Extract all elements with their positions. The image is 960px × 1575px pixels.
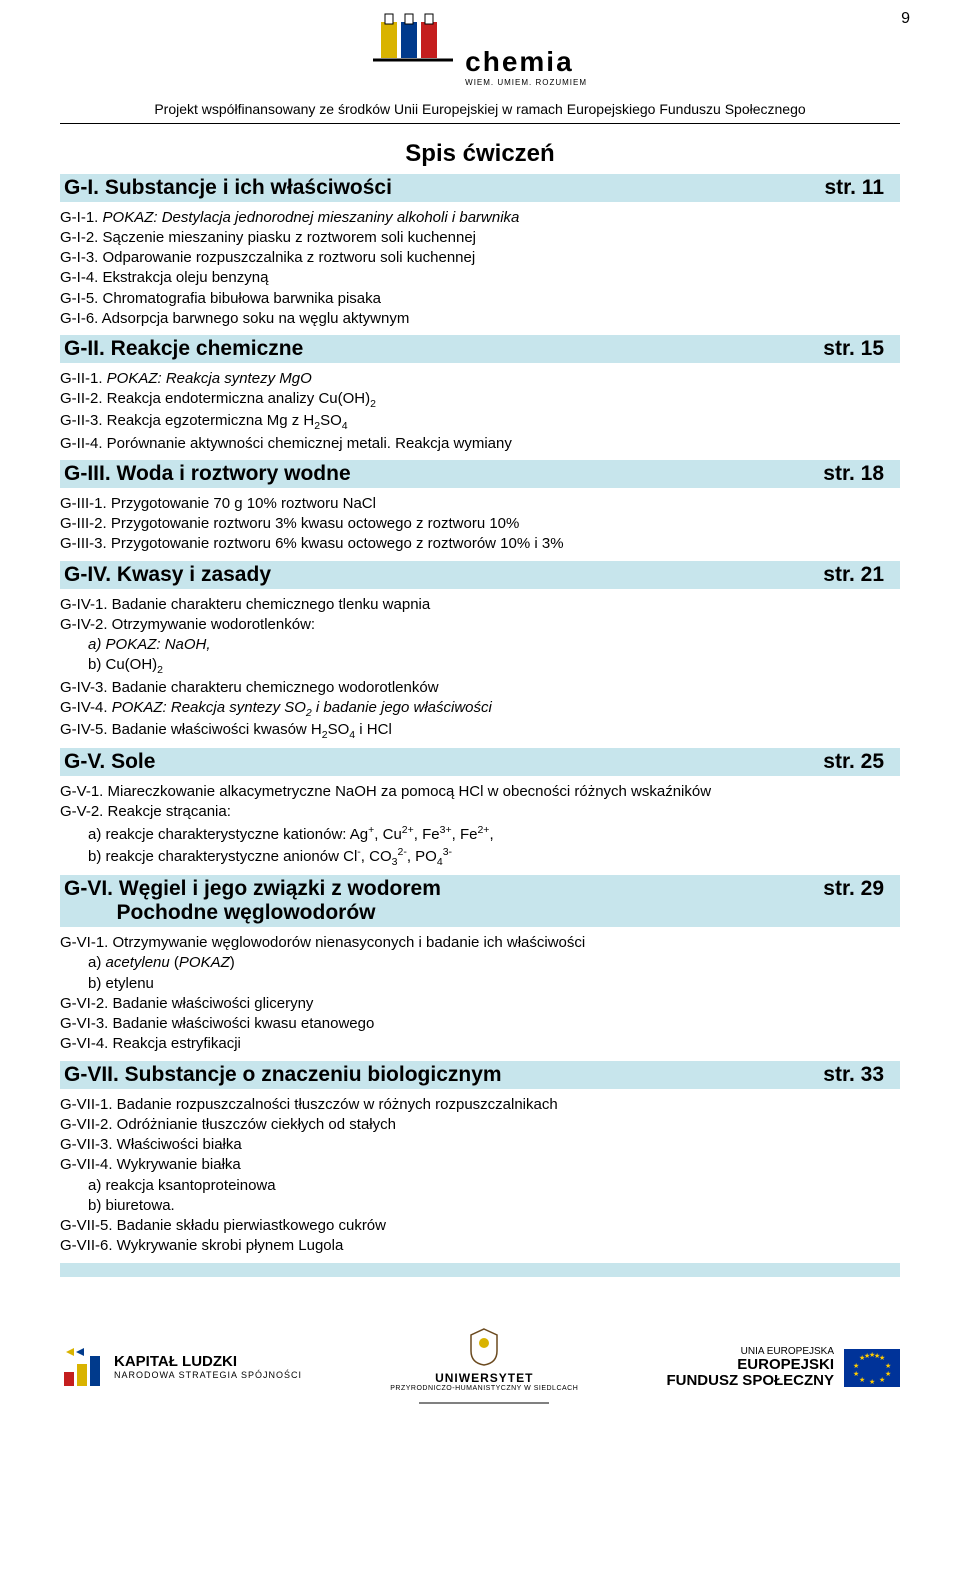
section-items: G-VI-1. Otrzymywanie węglowodorów nienas… <box>60 927 900 1059</box>
toc-item: G-IV-3. Badanie charakteru chemicznego w… <box>60 678 900 698</box>
kapital-logo-icon <box>60 1346 104 1390</box>
toc-item: b) reakcje charakterystyczne anionów Cl-… <box>60 845 900 869</box>
section-heading: G-III. Woda i roztwory wodne str. 18 <box>60 460 900 488</box>
section-title: G-II. Reakcje chemiczne <box>64 337 303 361</box>
toc-item: G-I-5. Chromatografia bibułowa barwnika … <box>60 289 900 309</box>
section-page: str. 25 <box>823 750 896 774</box>
section-spacer <box>60 1263 900 1277</box>
eu-line2: FUNDUSZ SPOŁECZNY <box>666 1373 834 1390</box>
brand-subtitle: WIEM. UMIEM. ROZUMIEM <box>465 78 587 87</box>
toc-item: G-VII-4. Wykrywanie białka <box>60 1155 900 1175</box>
chemia-logo-icon <box>373 12 453 70</box>
toc-item: G-VI-3. Badanie właściwości kwasu etanow… <box>60 1014 900 1034</box>
toc-item: G-IV-2. Otrzymywanie wodorotlenków: <box>60 615 900 635</box>
section-title: G-V. Sole <box>64 750 155 774</box>
section-items: G-II-1. POKAZ: Reakcja syntezy MgOG-II-2… <box>60 363 900 458</box>
section-title: G-VII. Substancje o znaczeniu biologiczn… <box>64 1063 502 1087</box>
footer-university: UNIWERSYTET PRZYRODNICZO-HUMANISTYCZNY W… <box>390 1327 578 1409</box>
page-number: 9 <box>901 10 910 28</box>
section-items: G-V-1. Miareczkowanie alkacymetryczne Na… <box>60 776 900 873</box>
section-title: G-VI. Węgiel i jego związki z wodorem Po… <box>64 877 441 925</box>
section-heading: G-I. Substancje i ich właściwości str. 11 <box>60 174 900 202</box>
toc-title: Spis ćwiczeń <box>60 134 900 172</box>
toc-item: b) biuretowa. <box>60 1196 900 1216</box>
toc-item: G-I-4. Ekstrakcja oleju benzyną <box>60 268 900 288</box>
toc-item: G-I-1. POKAZ: Destylacja jednorodnej mie… <box>60 208 900 228</box>
section-title: G-III. Woda i roztwory wodne <box>64 462 351 486</box>
toc-item: G-VII-3. Właściwości białka <box>60 1135 900 1155</box>
section-heading: G-VII. Substancje o znaczeniu biologiczn… <box>60 1061 900 1089</box>
section-heading: G-VI. Węgiel i jego związki z wodorem Po… <box>60 875 900 927</box>
section-items: G-I-1. POKAZ: Destylacja jednorodnej mie… <box>60 202 900 334</box>
toc-item: G-IV-1. Badanie charakteru chemicznego t… <box>60 595 900 615</box>
toc-item: G-III-3. Przygotowanie roztworu 6% kwasu… <box>60 534 900 554</box>
eu-flag-icon: ★ ★ ★ ★ ★ ★ ★ ★ ★ ★ ★ ★ <box>844 1349 900 1387</box>
toc-item: G-VII-2. Odróżnianie tłuszczów ciekłych … <box>60 1115 900 1135</box>
toc-item: G-II-2. Reakcja endotermiczna analizy Cu… <box>60 389 900 411</box>
university-sub: PRZYRODNICZO-HUMANISTYCZNY W SIEDLCACH <box>390 1385 578 1392</box>
section-title: G-I. Substancje i ich właściwości <box>64 176 392 200</box>
footer-kapital: KAPITAŁ LUDZKI NARODOWA STRATEGIA SPÓJNO… <box>60 1346 302 1390</box>
toc-content: Spis ćwiczeń G-I. Substancje i ich właśc… <box>0 124 960 1297</box>
section-page: str. 29 <box>823 877 896 901</box>
section-page: str. 11 <box>824 176 896 200</box>
toc-item: G-IV-5. Badanie właściwości kwasów H2SO4… <box>60 720 900 742</box>
toc-item: G-III-2. Przygotowanie roztworu 3% kwasu… <box>60 514 900 534</box>
section-page: str. 15 <box>823 337 896 361</box>
toc-item: G-I-6. Adsorpcja barwnego soku na węglu … <box>60 309 900 329</box>
toc-item: G-II-1. POKAZ: Reakcja syntezy MgO <box>60 369 900 389</box>
section-page: str. 18 <box>823 462 896 486</box>
header-logo: chemia WIEM. UMIEM. ROZUMIEM <box>0 0 960 87</box>
section-heading: G-II. Reakcje chemiczne str. 15 <box>60 335 900 363</box>
toc-item: b) Cu(OH)2 <box>60 655 900 677</box>
toc-item: G-VII-5. Badanie składu pierwiastkowego … <box>60 1216 900 1236</box>
brand-title: chemia <box>465 46 587 78</box>
toc-item: G-IV-4. POKAZ: Reakcja syntezy SO2 i bad… <box>60 698 900 720</box>
section-page: str. 21 <box>823 563 896 587</box>
section-page: str. 33 <box>823 1063 896 1087</box>
toc-item: G-II-4. Porównanie aktywności chemicznej… <box>60 434 900 454</box>
footer-eu: UNIA EUROPEJSKA EUROPEJSKI FUNDUSZ SPOŁE… <box>666 1346 900 1390</box>
toc-item: G-V-1. Miareczkowanie alkacymetryczne Na… <box>60 782 900 802</box>
toc-item: G-I-3. Odparowanie rozpuszczalnika z roz… <box>60 248 900 268</box>
section-items: G-VII-1. Badanie rozpuszczalności tłuszc… <box>60 1089 900 1261</box>
section-heading: G-V. Sole str. 25 <box>60 748 900 776</box>
toc-item: a) reakcje charakterystyczne kationów: A… <box>60 823 900 845</box>
university-name: UNIWERSYTET <box>390 1371 578 1385</box>
university-crest-icon <box>467 1327 501 1367</box>
section-items: G-IV-1. Badanie charakteru chemicznego t… <box>60 589 900 747</box>
toc-item: G-I-2. Sączenie mieszaniny piasku z rozt… <box>60 228 900 248</box>
kapital-title: KAPITAŁ LUDZKI <box>114 1354 302 1371</box>
toc-item: G-VI-1. Otrzymywanie węglowodorów nienas… <box>60 933 900 953</box>
toc-item: G-VI-2. Badanie właściwości gliceryny <box>60 994 900 1014</box>
toc-item: a) reakcja ksantoproteinowa <box>60 1176 900 1196</box>
toc-item: G-V-2. Reakcje strącania: <box>60 802 900 822</box>
toc-item: a) acetylenu (POKAZ) <box>60 953 900 973</box>
toc-item: G-VI-4. Reakcja estryfikacji <box>60 1034 900 1054</box>
eu-line1: EUROPEJSKI <box>666 1357 834 1374</box>
footer: KAPITAŁ LUDZKI NARODOWA STRATEGIA SPÓJNO… <box>0 1297 960 1429</box>
section-heading: G-IV. Kwasy i zasady str. 21 <box>60 561 900 589</box>
project-subheader: Projekt współfinansowany ze środków Unii… <box>0 87 960 123</box>
university-underline <box>419 1401 549 1405</box>
section-title: G-IV. Kwasy i zasady <box>64 563 271 587</box>
section-items: G-III-1. Przygotowanie 70 g 10% roztworu… <box>60 488 900 559</box>
toc-item: b) etylenu <box>60 974 900 994</box>
toc-item: a) POKAZ: NaOH, <box>60 635 900 655</box>
toc-item: G-III-1. Przygotowanie 70 g 10% roztworu… <box>60 494 900 514</box>
kapital-sub: NARODOWA STRATEGIA SPÓJNOŚCI <box>114 1371 302 1381</box>
toc-item: G-II-3. Reakcja egzotermiczna Mg z H2SO4 <box>60 411 900 433</box>
eu-top: UNIA EUROPEJSKA <box>666 1346 834 1357</box>
toc-item: G-VII-1. Badanie rozpuszczalności tłuszc… <box>60 1095 900 1115</box>
toc-item: G-VII-6. Wykrywanie skrobi płynem Lugola <box>60 1236 900 1256</box>
